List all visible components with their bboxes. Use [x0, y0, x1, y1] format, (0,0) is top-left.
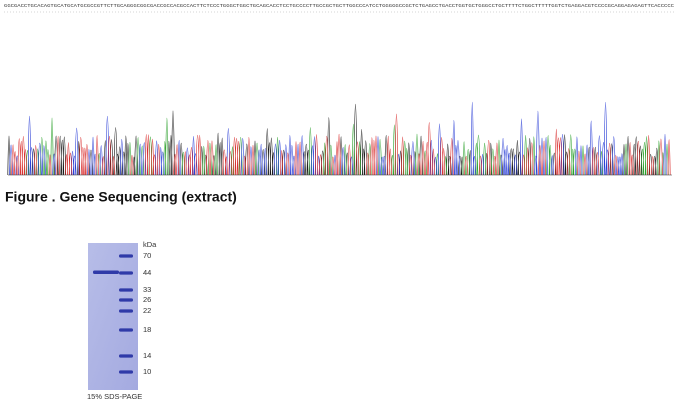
gel [88, 243, 138, 390]
ladder-band [119, 328, 133, 332]
ladder-band [119, 309, 133, 313]
sample-band [93, 270, 119, 274]
marker-label: 70 [143, 251, 151, 260]
ladder-band [119, 288, 133, 292]
gel-caption: 15% SDS-PAGE [87, 392, 142, 401]
marker-label: 14 [143, 351, 151, 360]
ladder-band [119, 254, 133, 258]
chromatogram [7, 101, 671, 176]
unit-label: kDa [143, 240, 157, 249]
ladder-band [119, 298, 133, 302]
trace [25, 117, 669, 176]
ladder-band [119, 354, 133, 358]
ladder-band [119, 370, 133, 374]
marker-label: 33 [143, 285, 151, 294]
marker-label: 44 [143, 268, 151, 277]
marker-label: 26 [143, 295, 151, 304]
figure-caption: Figure . Gene Sequencing (extract) [5, 189, 237, 205]
marker-label: 22 [143, 306, 151, 315]
ladder-band [119, 271, 133, 275]
sequence: GGCGACCTGCACAGTGCATGCATGCGCCGTTCTTGCAGGG… [4, 3, 674, 9]
trace [11, 114, 671, 176]
marker-label: 10 [143, 367, 151, 376]
trace [9, 101, 667, 176]
marker-label: 18 [143, 325, 151, 334]
trace [7, 103, 659, 176]
